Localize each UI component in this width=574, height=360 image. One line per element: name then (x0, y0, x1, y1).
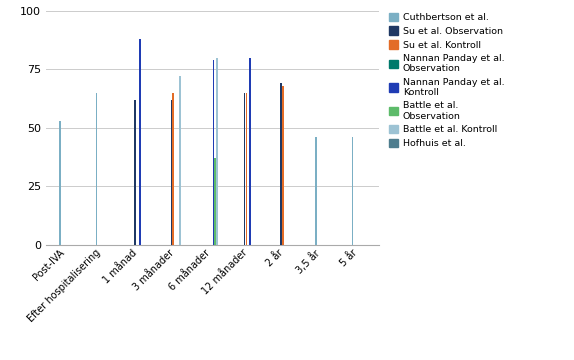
Bar (59, 121, 61, 245)
Bar (180, 76, 181, 245)
Bar (212, 60, 214, 245)
Bar (246, 93, 247, 245)
Bar (96, 93, 97, 245)
Legend: Cuthbertson et al., Su et al. Observation, Su et al. Kontroll, Nannan Panday et : Cuthbertson et al., Su et al. Observatio… (387, 11, 506, 150)
Bar (281, 84, 282, 245)
Bar (244, 93, 245, 245)
Bar (172, 93, 174, 245)
Bar (214, 158, 216, 245)
Bar (352, 137, 354, 245)
Bar (315, 137, 317, 245)
Bar (134, 100, 135, 245)
Bar (216, 58, 218, 245)
Bar (170, 100, 172, 245)
Bar (139, 39, 141, 245)
Bar (249, 58, 251, 245)
Bar (282, 86, 284, 245)
